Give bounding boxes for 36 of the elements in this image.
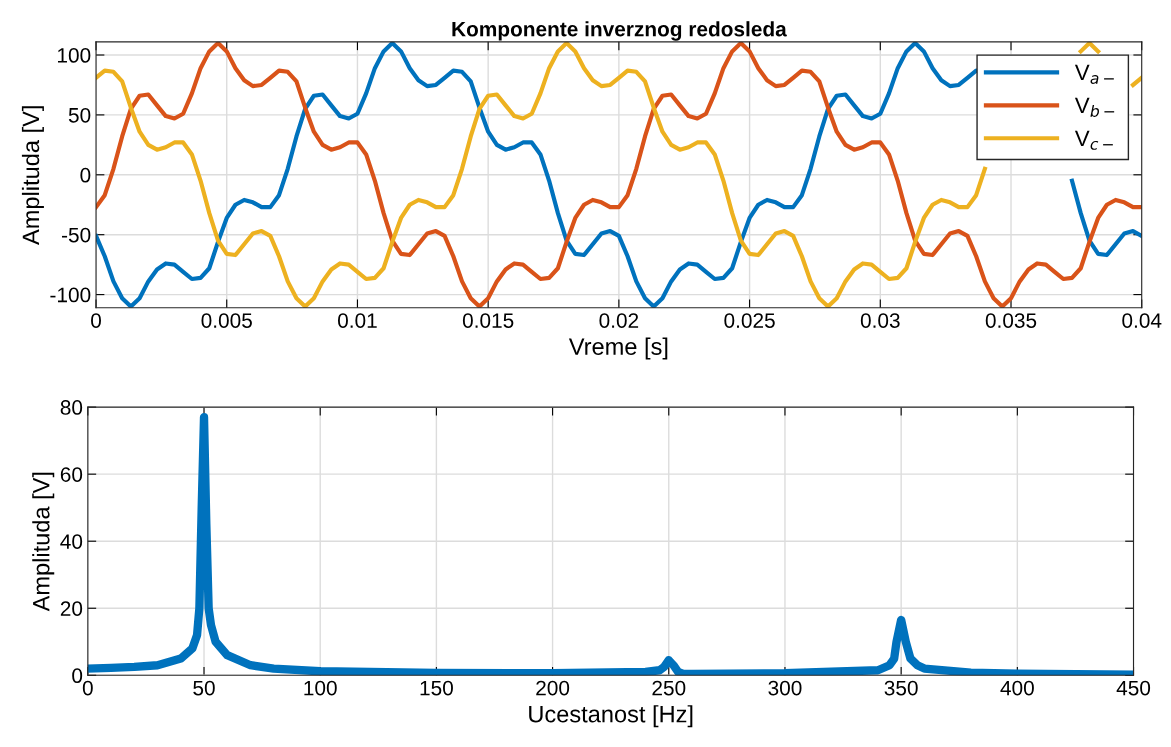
y-tick-label: 0	[72, 668, 83, 684]
x-axis-title: Ucestanost [Hz]	[529, 705, 693, 728]
y-axis-title: Amplituda [V]	[21, 106, 44, 245]
legend-label: V$_{c−}$	[1074, 130, 1113, 150]
x-tick-label: 250	[652, 680, 686, 696]
x-tick-label: 450	[1116, 680, 1151, 696]
x-tick-label: 0	[91, 313, 101, 328]
legend-label: V$_{a−}$	[1074, 64, 1114, 84]
y-tick-label: 0	[80, 167, 91, 183]
x-tick-label: 0.04	[1122, 313, 1162, 328]
y-tick-label: 60	[60, 467, 83, 482]
y-tick-label: -50	[61, 227, 91, 243]
y-tick-label: -100	[50, 287, 91, 303]
x-tick-label: 0.01	[337, 313, 377, 328]
x-tick-label: 0.005	[201, 313, 252, 328]
x-tick-label: 50	[193, 680, 215, 696]
x-tick-label: 0.015	[462, 313, 514, 328]
x-tick-label: 150	[420, 680, 453, 696]
x-tick-label: 400	[1000, 680, 1034, 696]
y-tick-label: 100	[57, 48, 91, 63]
legend-label: V$_{b−}$	[1074, 97, 1115, 117]
x-tick-label: 100	[304, 680, 337, 696]
x-axis-title: Vreme [s]	[568, 337, 668, 360]
x-tick-label: 200	[536, 680, 570, 696]
y-tick-label: 40	[60, 534, 83, 549]
x-tick-label: 0.025	[724, 313, 775, 328]
y-axis-title: Amplituda [V]	[32, 472, 55, 612]
x-tick-label: 350	[884, 680, 918, 696]
x-tick-label: 0.035	[985, 313, 1037, 328]
y-tick-label: 80	[60, 400, 83, 415]
x-tick-label: 0.03	[860, 313, 900, 328]
chart-title: Komponente inverznog redosleda	[452, 21, 787, 41]
y-tick-label: 50	[68, 107, 91, 123]
x-tick-label: 0.02	[599, 313, 639, 328]
y-tick-label: 20	[60, 601, 83, 616]
x-tick-label: 300	[768, 680, 802, 696]
